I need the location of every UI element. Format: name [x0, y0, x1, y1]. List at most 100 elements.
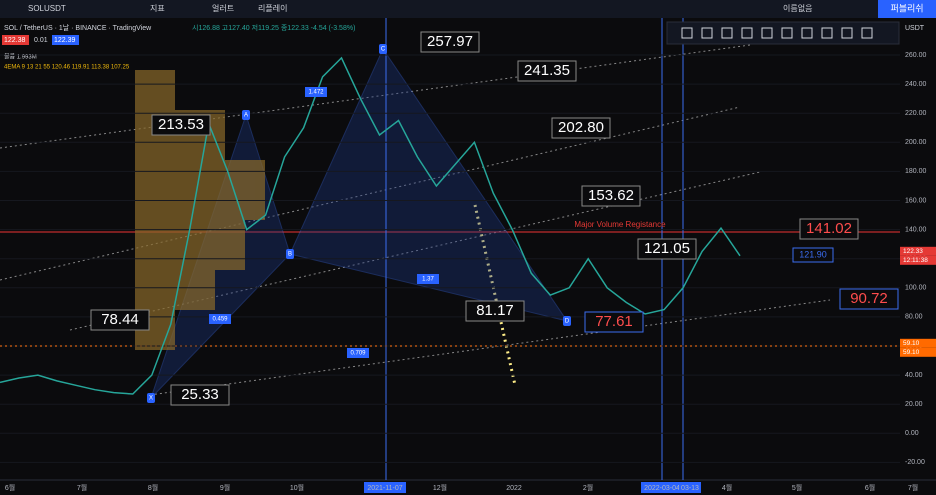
pattern-label: A [244, 113, 248, 119]
price-tick-label: 200.00 [905, 139, 927, 146]
price-tick-label: 260.00 [905, 52, 927, 59]
annotation-label: 202.80 [558, 119, 604, 136]
dotted-projection [473, 204, 517, 386]
time-label: 7월 [77, 483, 87, 492]
annotation-box [584, 311, 644, 333]
chart-title: SOL / TetherUS · 1날 · BINANCE · TradingV… [4, 23, 152, 32]
tool-icon[interactable] [821, 27, 833, 39]
annotation-box [799, 218, 859, 240]
time-label: 10월 [290, 483, 304, 492]
annotation-label: 77.61 [595, 313, 633, 330]
price-line [0, 56, 741, 395]
annotation-box [170, 384, 230, 406]
tool-icon[interactable] [681, 27, 693, 39]
price-tick-label: -20.00 [905, 459, 925, 466]
annotation-label: 90.72 [850, 290, 888, 307]
ratio-box [347, 348, 369, 358]
time-label: 4월 [722, 483, 732, 492]
annotation-box [151, 114, 211, 136]
pattern-label: C [381, 47, 386, 53]
tool-icon[interactable] [801, 27, 813, 39]
ema: 4EMA 9 13 21 55 120.46 119.91 113.38 107… [4, 65, 130, 71]
channel-lines [0, 44, 831, 396]
price-tick-label: 0.00 [905, 430, 919, 437]
price-tick-label: 80.00 [905, 314, 923, 321]
tool-icon[interactable] [761, 27, 773, 39]
time-label: 5월 [792, 483, 802, 492]
annotation-label: 241.35 [524, 62, 570, 79]
pattern-point [147, 393, 155, 403]
price-badge [900, 246, 936, 256]
price-tick-label: 220.00 [905, 110, 927, 117]
time-label: 2022-03-04 [644, 485, 680, 492]
tool-icon[interactable] [841, 27, 853, 39]
price-tick-label: 240.00 [905, 81, 927, 88]
ratio-label: 1.472 [308, 90, 324, 96]
annotation-label: 121.05 [644, 240, 690, 257]
time-label: 03-13 [681, 485, 699, 492]
indicators-button[interactable]: 지표 [150, 4, 165, 13]
tool-icon[interactable] [721, 27, 733, 39]
bid-box [2, 35, 29, 45]
time-label: 8월 [148, 483, 158, 492]
price-badge [900, 347, 936, 357]
pattern-point [242, 110, 250, 120]
zone-label: Major Volume Registance [574, 220, 666, 229]
time-label: 6월 [865, 483, 875, 492]
annotation-box [792, 247, 834, 263]
annotation-label: 25.33 [181, 386, 219, 403]
currency[interactable]: USDT [905, 25, 925, 32]
ratio-box [305, 87, 327, 97]
time-highlight [679, 482, 701, 493]
annotation-label: 141.02 [806, 220, 852, 237]
tool-icon[interactable] [701, 27, 713, 39]
annotation-box [465, 300, 525, 322]
price-tick-label: 180.00 [905, 168, 927, 175]
pattern-point [563, 316, 571, 326]
layout-name[interactable]: 이름없음 [783, 3, 812, 13]
replay-button[interactable]: 리플레이 [258, 3, 287, 13]
pattern-label: B [288, 252, 292, 258]
price-badge-label: 122.33 [903, 248, 923, 255]
pattern-label: X [149, 396, 153, 402]
annotation-label: 213.53 [158, 116, 204, 133]
time-highlight [364, 482, 406, 493]
pattern-label: D [565, 319, 570, 325]
ratio-label: 0.459 [212, 317, 228, 323]
annotation-box [90, 309, 150, 331]
price-tick-label: 160.00 [905, 197, 927, 204]
symbol[interactable]: SOLUSDT [28, 4, 66, 13]
publish-label[interactable]: 퍼블리쉬 [890, 3, 923, 13]
alert-button[interactable]: 얼러트 [212, 3, 234, 13]
time-label: 6월 [5, 483, 15, 492]
time-label: 9월 [220, 483, 230, 492]
annotation-label: 78.44 [101, 311, 139, 328]
publish-button[interactable] [878, 0, 936, 18]
annotation-box [420, 31, 480, 53]
price-badge [900, 338, 936, 348]
price-badge-label: 59.10 [903, 340, 920, 347]
price-badge-label: 59.10 [903, 349, 920, 356]
tool-icon[interactable] [781, 27, 793, 39]
ask-box [52, 35, 79, 45]
annotation-box [551, 117, 611, 139]
price-badge-label: 12:11:38 [903, 257, 928, 264]
ratio-box [209, 314, 231, 324]
drawing-toolbar [666, 21, 900, 45]
annotation-box [517, 60, 577, 82]
top-toolbar [0, 0, 936, 18]
tool-icon[interactable] [861, 27, 873, 39]
price-tick-label: 20.00 [905, 401, 923, 408]
time-label: 7월 [908, 483, 918, 492]
pattern-point [379, 44, 387, 54]
ohlc: 시126.88 고127.40 저119.25 종122.33 -4.54 (-… [192, 23, 355, 32]
time-axis-bg [0, 480, 936, 495]
tool-icon[interactable] [741, 27, 753, 39]
annotation-box [637, 238, 697, 260]
annotation-box [581, 185, 641, 207]
time-label: 2021-11-07 [367, 485, 402, 492]
annotation-label: 257.97 [427, 33, 473, 50]
volume: 볼륨 1.993M [4, 54, 37, 61]
annotation-label: 81.17 [476, 302, 514, 319]
time-label: 12월 [433, 483, 447, 492]
